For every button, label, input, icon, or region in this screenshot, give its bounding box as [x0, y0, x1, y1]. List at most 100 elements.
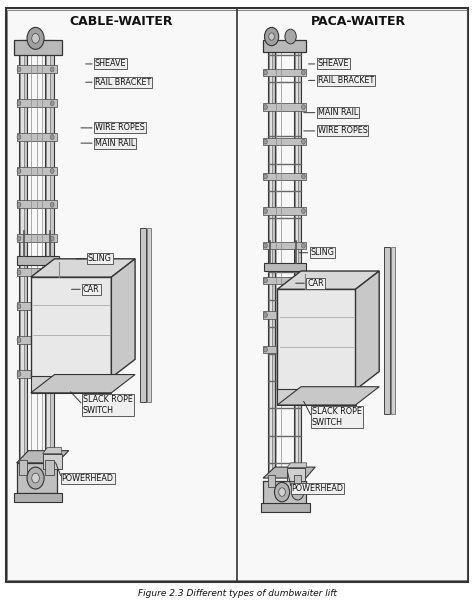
Text: POWERHEAD: POWERHEAD [292, 484, 344, 493]
Circle shape [50, 337, 54, 342]
Bar [268, 475, 275, 487]
Bar [17, 200, 57, 208]
Circle shape [17, 304, 21, 309]
Bar [45, 460, 54, 475]
Text: SLING: SLING [310, 248, 334, 257]
Circle shape [50, 135, 54, 139]
Text: RAIL BRACKET: RAIL BRACKET [318, 76, 374, 85]
Circle shape [264, 105, 267, 110]
Text: Figure 2.3 Different types of dumbwaiter lift: Figure 2.3 Different types of dumbwaiter… [137, 590, 337, 598]
Circle shape [17, 202, 21, 207]
Circle shape [50, 67, 54, 72]
Text: SHEAVE: SHEAVE [318, 60, 349, 68]
Circle shape [264, 347, 267, 352]
Bar [263, 346, 306, 353]
Bar [263, 69, 306, 76]
Circle shape [264, 312, 267, 317]
Circle shape [50, 270, 54, 275]
Bar [277, 289, 356, 390]
Circle shape [269, 33, 274, 40]
Circle shape [50, 101, 54, 106]
Circle shape [301, 70, 305, 75]
Bar [17, 167, 57, 175]
Circle shape [301, 278, 305, 283]
Bar [264, 263, 306, 271]
Bar [31, 277, 111, 378]
Polygon shape [43, 448, 62, 454]
Bar [17, 234, 57, 242]
Circle shape [301, 208, 305, 214]
Circle shape [27, 467, 44, 489]
Circle shape [264, 70, 267, 75]
Bar [14, 493, 62, 502]
Bar [277, 389, 356, 405]
Polygon shape [277, 387, 379, 405]
Bar [263, 40, 306, 52]
Circle shape [50, 304, 54, 309]
Bar [263, 481, 306, 505]
Bar [17, 370, 57, 378]
Text: SLING: SLING [88, 255, 111, 263]
Text: SLACK ROPE
SWITCH: SLACK ROPE SWITCH [83, 395, 133, 415]
Bar [263, 207, 306, 215]
Bar [43, 454, 62, 469]
Text: SHEAVE: SHEAVE [95, 60, 126, 68]
Polygon shape [277, 271, 379, 289]
Circle shape [50, 202, 54, 207]
Polygon shape [287, 463, 307, 468]
Bar [45, 40, 54, 463]
Bar [17, 268, 57, 276]
Polygon shape [263, 467, 315, 478]
Circle shape [285, 29, 296, 44]
Text: POWERHEAD: POWERHEAD [62, 474, 114, 482]
Circle shape [264, 278, 267, 283]
Circle shape [17, 371, 21, 376]
Bar [294, 40, 301, 478]
Bar [268, 40, 275, 478]
Circle shape [32, 473, 39, 483]
Text: MAIN RAIL: MAIN RAIL [318, 108, 358, 117]
Circle shape [292, 484, 304, 500]
Circle shape [264, 27, 279, 46]
Text: RAIL BRACKET: RAIL BRACKET [95, 78, 151, 86]
Polygon shape [17, 451, 69, 463]
Circle shape [17, 67, 21, 72]
Circle shape [264, 174, 267, 179]
Circle shape [50, 236, 54, 241]
Bar [31, 376, 111, 393]
Bar [17, 65, 57, 73]
Circle shape [274, 482, 290, 502]
Bar [295, 46, 298, 472]
Polygon shape [111, 259, 135, 378]
Circle shape [50, 371, 54, 376]
Circle shape [301, 312, 305, 317]
Bar [263, 276, 306, 284]
Circle shape [17, 236, 21, 241]
Polygon shape [31, 375, 135, 393]
Bar [17, 336, 57, 343]
Bar [19, 40, 27, 463]
Text: CABLE-WAITER: CABLE-WAITER [70, 15, 173, 28]
Bar [20, 46, 24, 457]
Circle shape [301, 347, 305, 352]
Bar [261, 503, 310, 512]
Bar [287, 468, 305, 481]
Bar [263, 311, 306, 319]
Circle shape [17, 101, 21, 106]
Circle shape [264, 243, 267, 248]
Circle shape [279, 488, 285, 496]
Bar [391, 247, 395, 414]
Bar [263, 173, 306, 180]
Bar [140, 228, 146, 402]
Text: WIRE ROPES: WIRE ROPES [318, 127, 367, 135]
Text: CAR: CAR [307, 279, 324, 287]
Text: PACA-WAITER: PACA-WAITER [311, 15, 406, 28]
Bar [263, 104, 306, 111]
Circle shape [301, 174, 305, 179]
Bar [19, 460, 27, 475]
Bar [384, 247, 390, 414]
Circle shape [301, 243, 305, 248]
Bar [147, 228, 151, 402]
Circle shape [27, 27, 44, 49]
Circle shape [17, 135, 21, 139]
